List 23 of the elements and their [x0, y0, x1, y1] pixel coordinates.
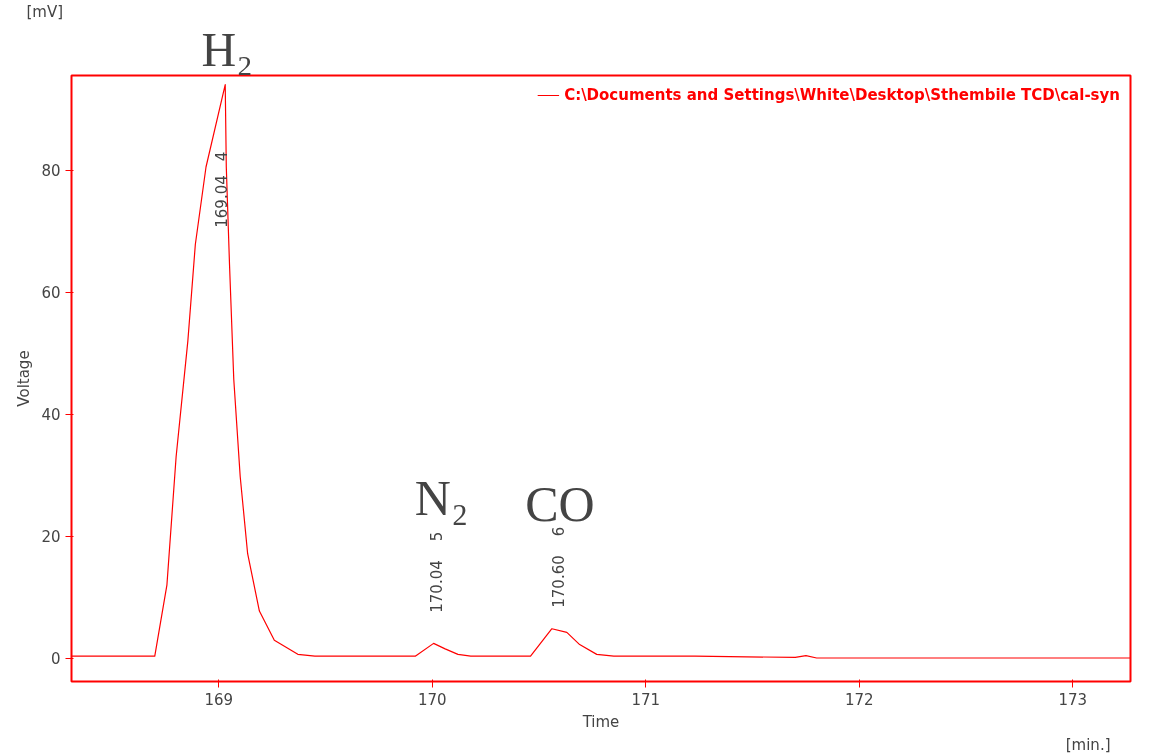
text: [mV] [26, 2, 64, 21]
text: H₂ [201, 22, 253, 76]
x-tick-label: 169 [204, 690, 234, 709]
x-tick-label: 171 [631, 690, 661, 709]
annotation: 6 [549, 526, 568, 537]
y-tick-label: 80 [41, 162, 61, 181]
annotation: 4 [212, 151, 231, 162]
annotation: 170.04 [427, 560, 446, 613]
y-tick-label: 40 [41, 406, 61, 425]
x-axis-title: Time [581, 712, 620, 731]
annotation: 5 [427, 531, 446, 542]
y-tick-label: 0 [50, 650, 61, 669]
y-axis-title: Voltage [15, 350, 34, 407]
x-tick-label: 173 [1058, 690, 1088, 709]
legend-label: C:\Documents and Settings\White\Desktop\Sthembile TCD\cal-syn [564, 86, 1120, 104]
annotation: N₂ [414, 470, 469, 527]
x-tick-label: 172 [845, 690, 874, 709]
annotation: 169.04 [212, 175, 231, 228]
y-tick-label: 20 [41, 528, 61, 547]
x-tick-label: 170 [418, 690, 447, 709]
annotation: 170.60 [549, 555, 568, 608]
text: [min.] [1065, 735, 1111, 753]
y-tick-label: 60 [41, 284, 61, 303]
